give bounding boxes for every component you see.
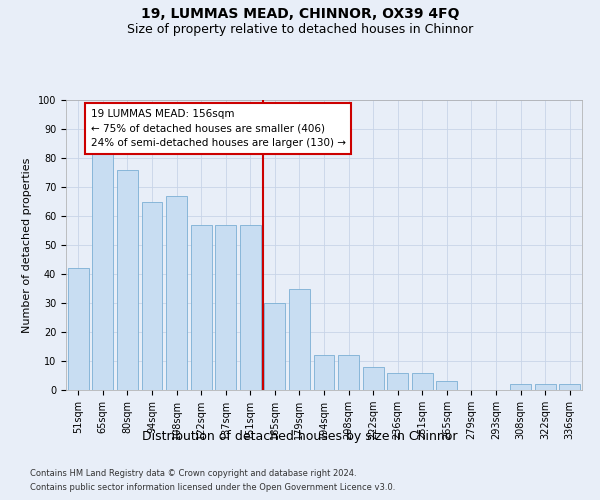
Bar (265, 303, 286, 390)
Bar (215, 224, 236, 390)
Text: 19 LUMMAS MEAD: 156sqm
← 75% of detached houses are smaller (406)
24% of semi-de: 19 LUMMAS MEAD: 156sqm ← 75% of detached… (91, 108, 346, 148)
Text: Contains HM Land Registry data © Crown copyright and database right 2024.: Contains HM Land Registry data © Crown c… (30, 468, 356, 477)
Y-axis label: Number of detached properties: Number of detached properties (22, 158, 32, 332)
Bar (338, 355, 359, 390)
Bar (289, 288, 310, 390)
Bar (535, 384, 556, 390)
Bar (510, 384, 531, 390)
Bar (92, 152, 113, 390)
Bar (559, 384, 580, 390)
Text: Size of property relative to detached houses in Chinnor: Size of property relative to detached ho… (127, 22, 473, 36)
Bar (387, 372, 408, 390)
Bar (362, 367, 383, 390)
Bar (191, 224, 212, 390)
Bar (117, 170, 138, 390)
Text: Contains public sector information licensed under the Open Government Licence v3: Contains public sector information licen… (30, 484, 395, 492)
Bar (412, 372, 433, 390)
Bar (68, 268, 89, 390)
Bar (142, 202, 163, 390)
Bar (166, 196, 187, 390)
Bar (314, 355, 334, 390)
Text: Distribution of detached houses by size in Chinnor: Distribution of detached houses by size … (142, 430, 458, 443)
Bar (240, 224, 261, 390)
Bar (436, 382, 457, 390)
Text: 19, LUMMAS MEAD, CHINNOR, OX39 4FQ: 19, LUMMAS MEAD, CHINNOR, OX39 4FQ (141, 8, 459, 22)
